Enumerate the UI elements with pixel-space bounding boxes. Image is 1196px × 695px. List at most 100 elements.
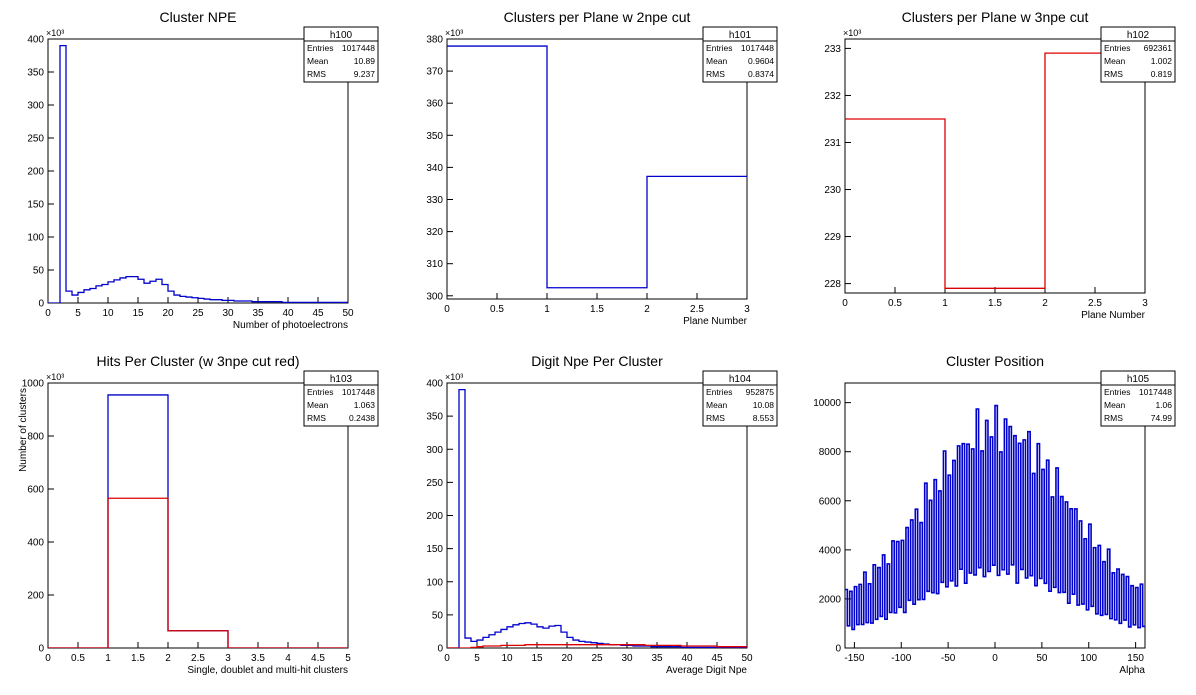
y-tick-label: 320 — [426, 227, 443, 238]
x-tick-label: 2 — [165, 653, 171, 664]
histogram-bin — [294, 302, 300, 303]
histogram-bin — [657, 645, 663, 648]
y-tick-label: 400 — [426, 379, 443, 390]
histogram-bin — [1045, 53, 1145, 293]
x-tick-label: 40 — [282, 308, 294, 319]
histogram-bin — [1035, 586, 1037, 648]
histogram-bin — [78, 292, 84, 303]
histogram-series-1 — [845, 52, 1145, 289]
histogram-bin — [927, 591, 929, 648]
stats-row-value: 0.819 — [1151, 69, 1173, 79]
histogram-bin — [483, 646, 489, 648]
histogram-bin — [96, 286, 102, 303]
y-tick-label: 229 — [824, 232, 841, 243]
histogram-bin — [1021, 569, 1023, 648]
stats-row-value: 8.553 — [753, 413, 775, 423]
x-tick-label: 1.5 — [988, 298, 1002, 309]
histogram-bin — [501, 645, 507, 648]
histogram-bin — [705, 646, 711, 648]
stats-row-value: 1017448 — [342, 387, 375, 397]
histogram-bin — [857, 625, 859, 648]
histogram-bin — [988, 571, 990, 648]
stats-row-label: RMS — [706, 69, 725, 79]
histogram-bin — [1096, 614, 1098, 648]
histogram-bin — [1115, 620, 1117, 648]
x-tick-label: 15 — [132, 308, 144, 319]
histogram-bin — [495, 646, 501, 648]
histogram-bin — [729, 647, 735, 648]
histogram-bin — [880, 616, 882, 648]
x-tick-label: 2 — [644, 304, 650, 315]
histogram-bin — [675, 645, 681, 648]
histogram-series-2 — [48, 497, 348, 648]
y-tick-label: 232 — [824, 91, 841, 102]
histogram-bin — [651, 645, 657, 648]
histogram-bin — [945, 288, 1045, 293]
histogram-bin — [955, 586, 957, 648]
histogram-bin — [547, 288, 647, 299]
x-tick-label: 3.5 — [251, 653, 265, 664]
stats-row-value: 692361 — [1144, 43, 1173, 53]
histogram-bin — [234, 301, 240, 303]
x-tick-label: -150 — [844, 653, 864, 664]
stats-row-label: Entries — [307, 43, 333, 53]
x-tick-label: 4 — [285, 653, 291, 664]
histogram-bin — [216, 300, 222, 303]
stats-row-label: RMS — [1104, 69, 1123, 79]
histogram-bin — [932, 593, 934, 648]
histogram-bin — [960, 569, 962, 648]
stats-row-value: 1.002 — [1151, 56, 1173, 66]
histogram-bin — [591, 645, 597, 648]
histogram-bin — [573, 645, 579, 648]
histogram-bin — [1049, 591, 1051, 648]
histogram-bin — [264, 302, 270, 303]
histogram-bin — [561, 645, 567, 648]
y-axis-label: Number of clusters — [18, 388, 29, 472]
histogram-bin — [663, 645, 669, 648]
stats-box-frame — [702, 26, 778, 83]
histogram-bin — [240, 301, 246, 303]
histogram-bin — [639, 645, 645, 648]
histogram-bin — [866, 623, 868, 648]
histogram-bin — [890, 612, 892, 648]
histogram-bin — [723, 647, 729, 648]
stats-box: h102 Entries 692361 Mean 1.002 RMS 0.819 — [1100, 26, 1176, 83]
histogram-bin — [270, 302, 276, 303]
y-exponent-label: ×10³ — [445, 28, 463, 38]
histogram-bin — [507, 645, 513, 648]
histogram-bin — [687, 646, 693, 648]
histogram-bin — [252, 302, 258, 303]
x-tick-label: 0 — [45, 308, 51, 319]
histogram-bin — [180, 296, 186, 303]
stats-box: h103 Entries 1017448 Mean 1.063 RMS 0.2438 — [303, 370, 379, 427]
histogram-bin — [735, 647, 741, 648]
y-tick-label: 300 — [27, 101, 44, 112]
histogram-bin — [1030, 576, 1032, 648]
y-tick-label: 370 — [426, 67, 443, 78]
x-axis-label: Plane Number — [683, 316, 748, 327]
y-tick-label: 300 — [426, 445, 443, 456]
x-axis-label: Alpha — [1119, 665, 1145, 676]
x-tick-label: 20 — [561, 653, 573, 664]
stats-row-label: Entries — [706, 387, 732, 397]
histogram-bin — [162, 285, 168, 303]
x-tick-label: 45 — [711, 653, 723, 664]
y-tick-label: 100 — [426, 577, 443, 588]
histogram-bin — [852, 629, 854, 648]
stats-row-value: 1.063 — [354, 400, 376, 410]
x-tick-label: 0 — [45, 653, 51, 664]
histogram-bin — [645, 645, 651, 648]
histogram-bin — [150, 281, 156, 303]
histogram-bin — [300, 302, 306, 303]
plot-frame — [47, 382, 349, 649]
stats-row-value: 1017448 — [741, 43, 774, 53]
y-tick-label: 200 — [426, 511, 443, 522]
histogram-bin — [144, 283, 150, 303]
histogram-bin — [459, 390, 465, 648]
histogram-bin — [132, 277, 138, 303]
y-tick-label: 360 — [426, 99, 443, 110]
plot-area — [447, 388, 747, 648]
histogram-bin — [1143, 626, 1145, 648]
x-tick-label: 4.5 — [311, 653, 325, 664]
histogram-bin — [950, 581, 952, 648]
